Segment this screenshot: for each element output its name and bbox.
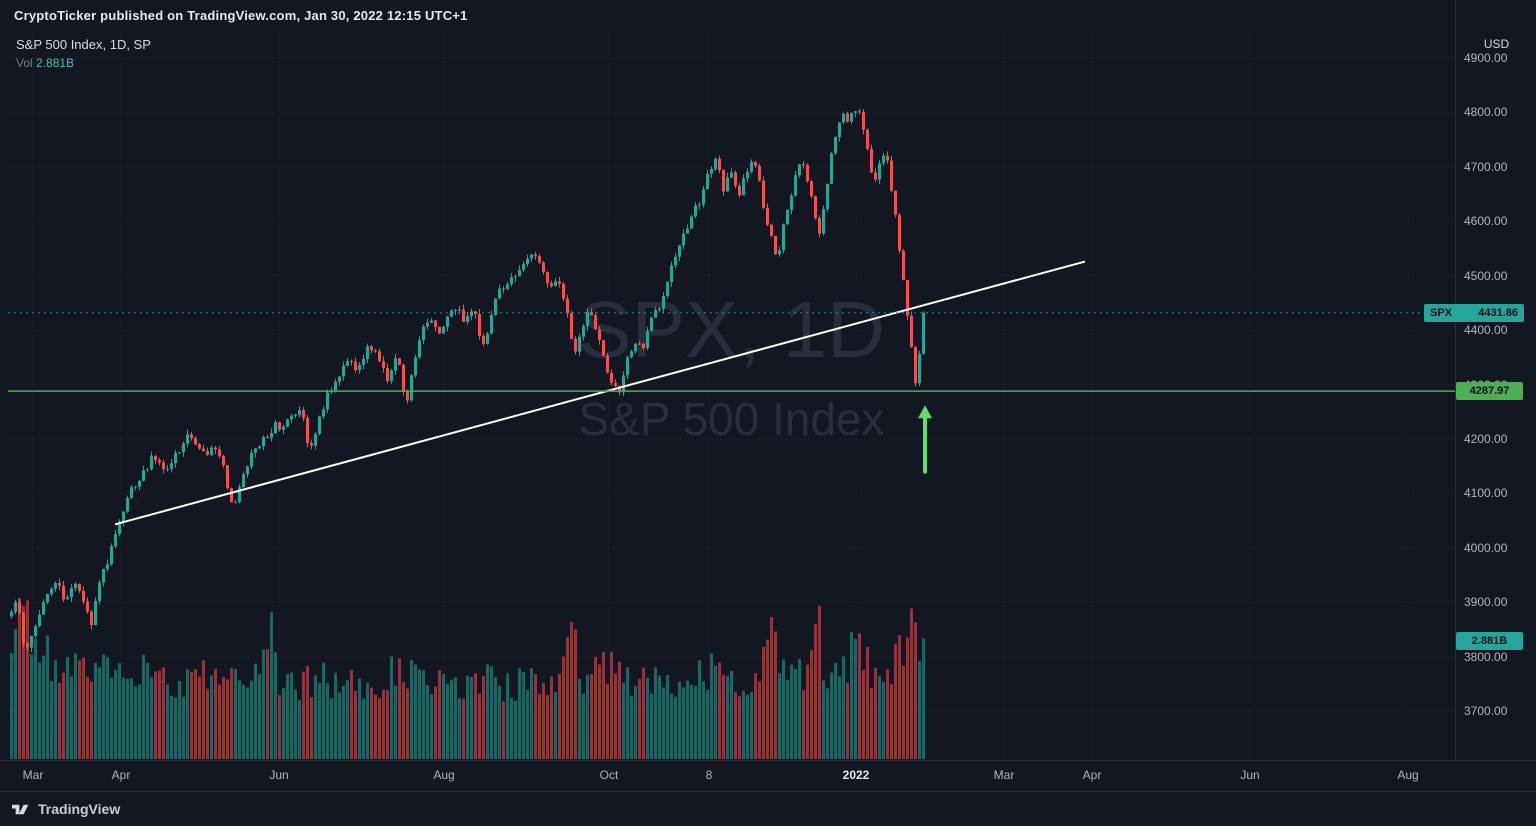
time-tick-label: Apr <box>1082 768 1102 782</box>
time-tick-label: Aug <box>1397 768 1419 782</box>
price-tick-label: 4400.00 <box>1464 323 1508 338</box>
price-tick-label: 4700.00 <box>1464 159 1508 174</box>
last-price-badge-symbol: SPX <box>1430 306 1453 319</box>
volume-row: Vol 2.881B <box>16 56 151 70</box>
time-tick-label: Mar <box>22 768 44 782</box>
time-tick-label: Mar <box>993 768 1015 782</box>
legend: S&P 500 Index, 1D, SP Vol 2.881B <box>16 37 151 70</box>
last-price-badge: SPX 4431.86 <box>1424 303 1524 322</box>
price-tick-label: 4500.00 <box>1464 268 1508 283</box>
price-tick-label: 4600.00 <box>1464 214 1508 229</box>
trendline[interactable] <box>114 260 1086 526</box>
tradingview-brand[interactable]: TradingView <box>38 801 121 817</box>
candles-layer <box>10 108 925 653</box>
grid-layer <box>8 30 1455 759</box>
volume-label: Vol <box>16 56 33 70</box>
volume-badge: 2.881B <box>1456 632 1523 650</box>
up-arrow-icon <box>918 405 932 474</box>
volume-layer <box>10 597 925 759</box>
footer: TradingView <box>0 791 1536 826</box>
time-tick-label: 8 <box>705 768 713 782</box>
symbol-title[interactable]: S&P 500 Index, 1D, SP <box>16 37 151 52</box>
time-tick-label: Aug <box>433 768 455 782</box>
time-tick-label: Jun <box>1240 768 1260 782</box>
price-tick-label: 4800.00 <box>1464 105 1508 120</box>
price-tick-label: 3900.00 <box>1464 595 1508 610</box>
time-tick-label: 2022 <box>842 768 870 782</box>
price-tick-label: 4000.00 <box>1464 540 1508 555</box>
price-tick-label: 4900.00 <box>1464 51 1508 65</box>
volume-value: 2.881B <box>36 56 75 70</box>
price-tick-label: 4200.00 <box>1464 431 1508 446</box>
time-tick-label: Oct <box>599 768 619 782</box>
attribution: CryptoTicker published on TradingView.co… <box>14 8 468 23</box>
time-tick-label: Jun <box>269 768 289 782</box>
price-tick-label: 3800.00 <box>1464 649 1508 664</box>
price-tick-label: 3700.00 <box>1464 704 1508 719</box>
tradingview-logo-icon[interactable] <box>12 802 31 817</box>
price-level-badge: 4287.97 <box>1456 382 1523 401</box>
price-tick-label: 4100.00 <box>1464 486 1508 501</box>
drawings-layer <box>8 260 1455 526</box>
time-tick-label: Apr <box>111 768 131 782</box>
currency-label: USD <box>1483 37 1510 51</box>
last-price-badge-value: 4431.86 <box>1478 306 1518 319</box>
time-axis[interactable]: Mar Apr Jun Aug Oct 8 2022 Mar Apr Jun Aug <box>0 760 1536 792</box>
